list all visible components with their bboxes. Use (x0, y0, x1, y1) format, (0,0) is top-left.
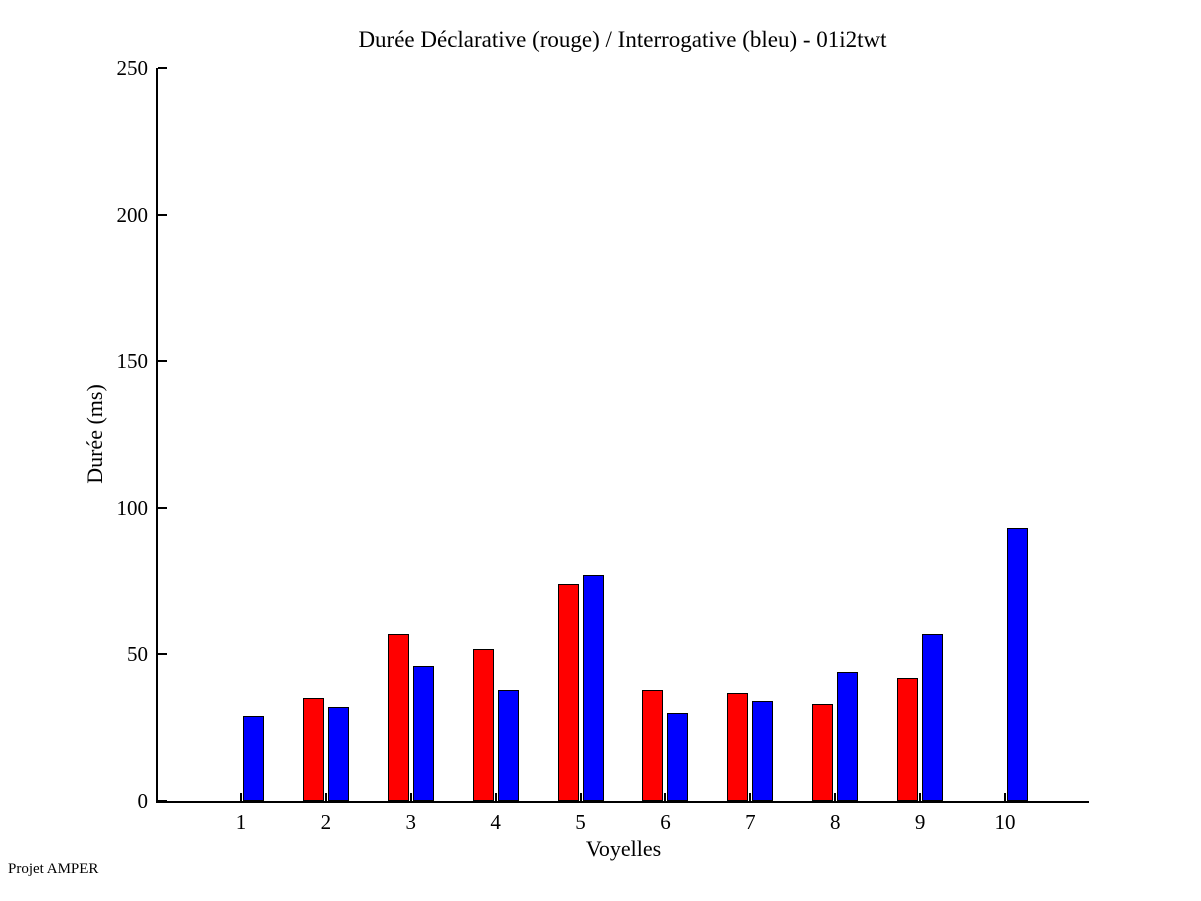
y-axis-label: Durée (ms) (82, 384, 107, 484)
chart-title: Durée Déclarative (rouge) / Interrogativ… (358, 27, 887, 52)
bar-rouge-6 (642, 690, 664, 801)
x-tick (494, 793, 497, 801)
bar-rouge-8 (812, 704, 834, 801)
y-tick (158, 653, 167, 656)
x-tick-label: 5 (575, 810, 586, 834)
x-tick-label: 10 (994, 810, 1016, 834)
bar-rouge-3 (387, 634, 409, 801)
x-tick (834, 793, 837, 801)
bar-bleu-5 (582, 575, 604, 801)
x-tick-label: 1 (235, 810, 247, 834)
bar-bleu-1 (243, 716, 264, 801)
x-tick-label: 3 (405, 810, 417, 834)
bar-bleu-3 (412, 666, 434, 801)
x-tick (409, 793, 412, 801)
x-axis-label: Voyelles (585, 836, 662, 861)
y-tick (158, 800, 167, 802)
bar-bleu-10 (1007, 528, 1028, 801)
x-tick-label: 8 (829, 810, 841, 834)
bar-bleu-2 (327, 707, 349, 801)
x-tick (919, 793, 922, 801)
x-tick (579, 793, 582, 801)
bar-bleu-7 (752, 701, 774, 801)
x-tick (749, 793, 752, 801)
x-tick (664, 793, 667, 801)
x-tick (240, 793, 242, 801)
x-tick (324, 793, 327, 801)
y-tick (158, 213, 167, 216)
bar-bleu-9 (922, 634, 944, 801)
x-tick-label: 6 (660, 810, 671, 834)
bar-bleu-6 (667, 713, 689, 801)
bar-bleu-8 (837, 672, 859, 801)
y-tick-label: 150 (116, 349, 149, 374)
plot-area: Durée (ms) Voyelles 0 50 100 150 200 250 1 2 3 4 5… (82, 56, 1089, 861)
y-tick-label: 100 (116, 495, 149, 520)
x-tick-label: 9 (914, 810, 926, 834)
bar-bleu-4 (497, 690, 519, 801)
x-tick-label: 2 (320, 810, 332, 834)
y-tick (158, 360, 167, 363)
y-tick (158, 506, 167, 509)
bar-rouge-9 (897, 678, 919, 801)
bar-rouge-5 (557, 584, 579, 801)
x-tick (1004, 793, 1006, 801)
y-tick (158, 67, 167, 69)
bar-rouge-4 (472, 649, 494, 801)
y-tick-label: 50 (127, 642, 148, 667)
y-tick-label: 200 (116, 202, 149, 227)
project-footer: Projet AMPER (8, 861, 99, 877)
y-tick-label: 250 (116, 56, 149, 80)
y-tick-label: 0 (137, 789, 149, 813)
bar-rouge-2 (302, 698, 324, 801)
x-tick-label: 7 (745, 810, 756, 834)
bar-rouge-7 (727, 693, 749, 801)
x-tick-label: 4 (490, 810, 501, 834)
